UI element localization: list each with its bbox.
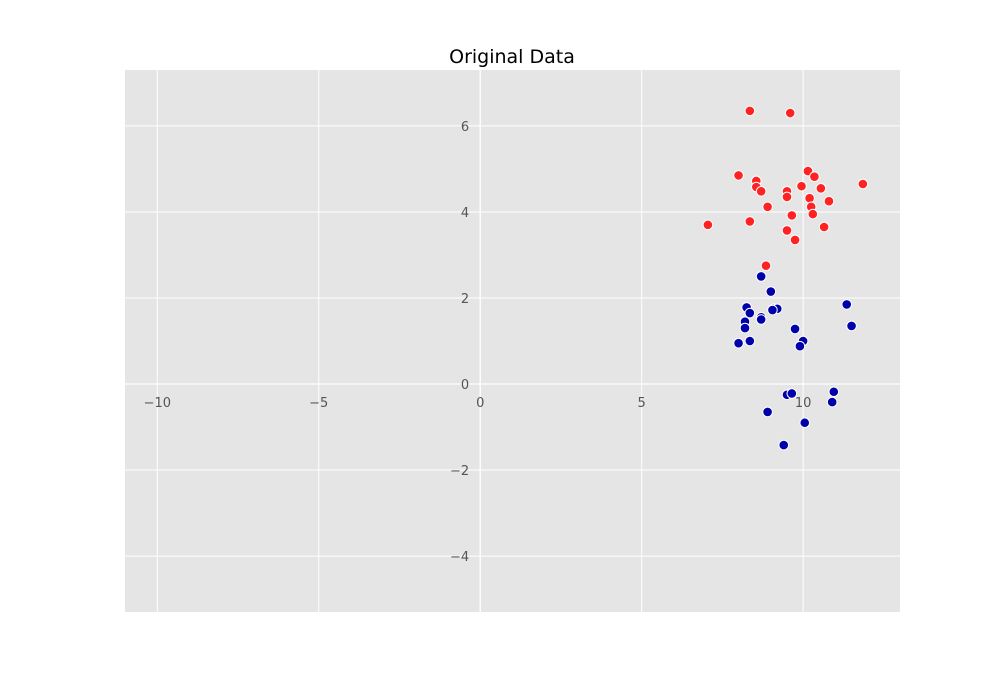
data-point-series-2: [794, 340, 806, 352]
data-point-series-2: [744, 307, 756, 319]
tick-labels: −10 −5 0 5 10 −4 −2 0 2 4 6: [144, 120, 812, 565]
y-tick-label: 6: [461, 120, 469, 135]
x-tick-label: −10: [144, 396, 171, 411]
data-point-series-2: [799, 417, 811, 429]
data-point-series-2: [765, 286, 777, 297]
data-point-series-1: [857, 178, 869, 190]
data-point-series-1: [733, 170, 744, 181]
data-point-series-2: [739, 322, 751, 334]
data-point-series-1: [784, 107, 796, 119]
data-point-series-2: [755, 271, 767, 282]
x-tick-label: −5: [309, 396, 328, 411]
x-tick-label: 10: [795, 396, 812, 411]
data-point-series-2: [767, 304, 778, 316]
data-point-series-1: [762, 201, 773, 213]
data-point-series-1: [815, 182, 827, 194]
data-points: [702, 105, 869, 451]
y-tick-label: 0: [461, 378, 469, 393]
data-point-series-2: [778, 439, 790, 451]
data-point-series-1: [796, 180, 807, 192]
chart-title: Original Data: [449, 46, 575, 68]
data-point-series-1: [702, 219, 714, 231]
data-point-series-2: [733, 337, 744, 349]
data-point-series-1: [818, 221, 830, 233]
y-tick-label: 4: [461, 206, 469, 221]
data-point-series-1: [789, 234, 801, 246]
axes: [125, 70, 900, 612]
data-point-series-1: [781, 225, 793, 236]
data-point-series-1: [781, 191, 793, 203]
data-point-series-1: [786, 210, 798, 221]
data-point-series-2: [744, 335, 756, 347]
data-point-series-1: [744, 216, 756, 227]
y-tick-label: 2: [461, 292, 469, 307]
x-tick-label: 0: [476, 396, 484, 411]
data-point-series-2: [846, 320, 857, 332]
data-point-series-2: [786, 388, 798, 399]
data-point-series-2: [828, 386, 840, 398]
data-point-series-2: [826, 396, 838, 408]
data-point-series-2: [762, 406, 773, 418]
data-point-series-1: [807, 208, 819, 220]
data-point-series-2: [755, 314, 767, 325]
data-point-series-1: [809, 171, 820, 182]
plot-area: [125, 70, 900, 612]
data-point-series-1: [760, 260, 772, 272]
data-point-series-1: [744, 105, 756, 117]
y-tick-label: −4: [450, 550, 469, 565]
y-tick-label: −2: [450, 464, 469, 479]
x-tick-label: 5: [638, 396, 646, 411]
data-point-series-1: [823, 195, 835, 207]
data-point-series-1: [804, 192, 815, 204]
data-point-series-2: [841, 299, 853, 310]
data-point-series-1: [755, 186, 767, 197]
data-point-series-2: [789, 323, 801, 335]
